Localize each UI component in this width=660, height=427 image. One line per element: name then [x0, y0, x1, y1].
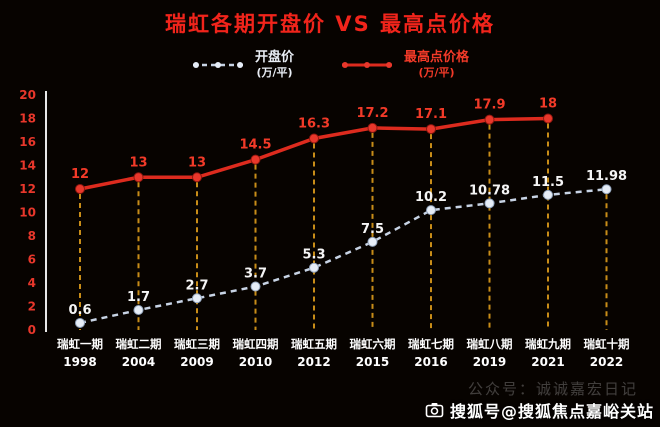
watermark-sohu: 搜狐号@搜狐焦点嘉峪关站 — [425, 398, 654, 422]
legend-label: 开盘价 — [254, 50, 294, 65]
svg-text:瑞虹八期: 瑞虹八期 — [467, 337, 513, 351]
svg-text:3.7: 3.7 — [244, 267, 267, 282]
watermark-sohu-text: 搜狐号@搜狐焦点嘉峪关站 — [449, 402, 654, 421]
svg-text:2004: 2004 — [122, 355, 155, 369]
svg-text:18: 18 — [539, 97, 557, 112]
svg-text:14.5: 14.5 — [239, 138, 271, 153]
watermark-faint: 公众号：诚诚嘉宏日记 — [467, 380, 638, 398]
svg-text:5.3: 5.3 — [302, 248, 325, 263]
svg-text:2010: 2010 — [239, 355, 272, 369]
svg-text:2009: 2009 — [180, 355, 213, 369]
svg-text:13: 13 — [129, 155, 147, 170]
svg-text:10.2: 10.2 — [415, 190, 447, 205]
svg-text:13: 13 — [188, 155, 206, 170]
camera-icon — [425, 403, 444, 418]
svg-text:2022: 2022 — [590, 355, 623, 369]
legend-text: 最高点价格 (万/平) — [404, 50, 469, 80]
svg-text:11.98: 11.98 — [586, 169, 627, 184]
svg-text:10.78: 10.78 — [469, 183, 510, 198]
svg-text:2.7: 2.7 — [185, 278, 208, 293]
svg-text:2: 2 — [28, 300, 36, 314]
svg-text:6: 6 — [28, 253, 36, 267]
svg-text:12: 12 — [19, 182, 36, 196]
svg-text:10: 10 — [19, 206, 36, 220]
svg-text:11.5: 11.5 — [532, 175, 564, 190]
svg-text:瑞虹三期: 瑞虹三期 — [174, 337, 220, 351]
svg-text:1998: 1998 — [63, 355, 96, 369]
legend-unit: (万/平) — [418, 66, 455, 80]
legend-text: 开盘价 (万/平) — [255, 50, 294, 80]
svg-text:瑞虹四期: 瑞虹四期 — [233, 337, 279, 351]
svg-text:2021: 2021 — [531, 355, 564, 369]
svg-text:1.7: 1.7 — [127, 290, 150, 305]
legend-label: 最高点价格 — [404, 50, 470, 65]
svg-text:17.1: 17.1 — [415, 107, 447, 122]
svg-text:2019: 2019 — [473, 355, 506, 369]
svg-text:16: 16 — [19, 135, 36, 149]
svg-text:瑞虹二期: 瑞虹二期 — [116, 337, 162, 351]
chart-title: 瑞虹各期开盘价 VS 最高点价格 — [165, 12, 495, 36]
peak-price-line-icon — [342, 62, 392, 68]
svg-text:瑞虹十期: 瑞虹十期 — [584, 337, 630, 351]
svg-text:16.3: 16.3 — [298, 116, 330, 131]
svg-text:2012: 2012 — [297, 355, 330, 369]
legend-item-peak-price: 最高点价格 (万/平) — [340, 50, 469, 80]
legend-item-opening-price: 开盘价 (万/平) — [191, 50, 294, 80]
opening-price-line-icon — [192, 62, 243, 68]
svg-text:17.9: 17.9 — [473, 98, 505, 113]
svg-text:14: 14 — [19, 159, 36, 173]
svg-text:8: 8 — [28, 229, 36, 243]
svg-text:瑞虹九期: 瑞虹九期 — [525, 337, 571, 351]
svg-text:12: 12 — [71, 167, 89, 182]
svg-text:2016: 2016 — [414, 355, 447, 369]
svg-text:0: 0 — [28, 323, 36, 337]
svg-text:瑞虹六期: 瑞虹六期 — [350, 337, 396, 351]
svg-text:瑞虹一期: 瑞虹一期 — [57, 337, 103, 351]
svg-text:20: 20 — [19, 88, 36, 102]
svg-text:7.5: 7.5 — [361, 222, 384, 237]
svg-text:瑞虹五期: 瑞虹五期 — [291, 337, 337, 351]
line-chart-canvas: 0 2 4 6 8 10 12 14 16 18 20 0.6 1.7 2.7 3.7 5.3 7.5 10.2 1… — [19, 88, 630, 369]
svg-text:17.2: 17.2 — [356, 106, 388, 121]
svg-text:2015: 2015 — [356, 355, 389, 369]
svg-text:18: 18 — [19, 112, 36, 126]
svg-text:0.6: 0.6 — [68, 303, 91, 318]
legend-unit: (万/平) — [256, 66, 293, 80]
chart-legend: 开盘价 (万/平) 最高点价格 (万/平) — [0, 50, 660, 80]
svg-text:4: 4 — [28, 276, 36, 290]
svg-text:瑞虹七期: 瑞虹七期 — [408, 337, 454, 351]
